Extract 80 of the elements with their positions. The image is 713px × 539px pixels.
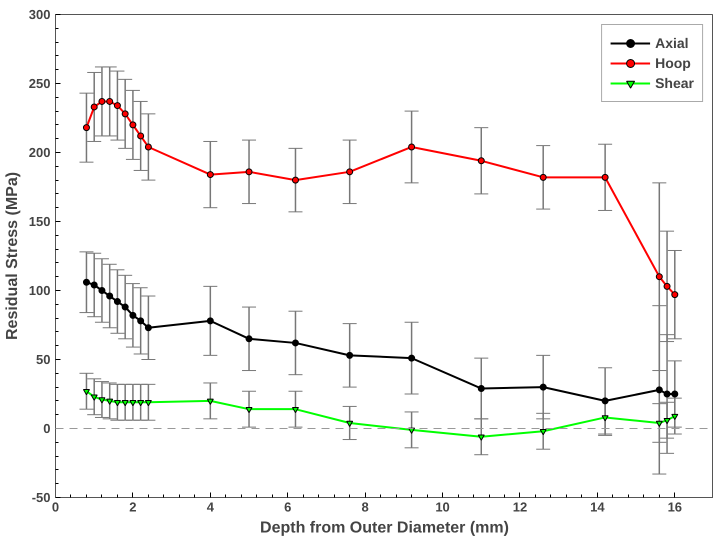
y-tick-label: 50 [36, 352, 51, 367]
point [408, 354, 416, 362]
point [346, 352, 354, 359]
point [98, 287, 106, 294]
x-axis-title: Depth from Outer Diameter (mm) [260, 520, 509, 536]
point [664, 390, 671, 398]
point [206, 317, 214, 324]
y-tick-label: 250 [28, 76, 51, 91]
point [656, 420, 663, 427]
point [144, 324, 152, 332]
point [122, 304, 129, 311]
point [246, 335, 253, 342]
point [137, 132, 144, 140]
point [129, 400, 136, 406]
point [137, 400, 144, 406]
point [540, 429, 547, 436]
point [144, 400, 152, 406]
y-tick-label: 200 [28, 145, 51, 160]
point [106, 292, 114, 300]
point [82, 278, 90, 286]
point [671, 390, 678, 398]
point [664, 418, 671, 424]
point [246, 168, 253, 176]
y-tick-label: 100 [28, 283, 51, 298]
point [246, 406, 253, 414]
x-tick-label: 8 [362, 500, 369, 514]
point [602, 174, 609, 181]
y-tick-label: 150 [28, 214, 51, 229]
y-tick-label: 300 [28, 7, 51, 22]
y-tick-label: -50 [32, 490, 51, 505]
point [664, 282, 671, 290]
point [206, 171, 214, 178]
point [292, 339, 299, 346]
point [122, 400, 129, 406]
point [90, 281, 98, 288]
point [90, 394, 98, 401]
x-tick-label: 6 [284, 500, 292, 514]
point [90, 103, 98, 110]
x-tick-label: 16 [668, 500, 682, 514]
point [656, 386, 663, 394]
point [106, 98, 114, 105]
point [671, 414, 678, 420]
legend-label: Axial [655, 35, 689, 51]
point [292, 176, 299, 184]
x-tick-label: 10 [435, 500, 450, 514]
point [144, 143, 152, 150]
y-tick-label: 0 [43, 421, 51, 436]
point [82, 389, 90, 396]
point [129, 312, 136, 319]
point [114, 298, 121, 306]
point [98, 98, 106, 105]
point [671, 291, 678, 298]
point [82, 124, 90, 132]
point [114, 400, 121, 406]
y-axis-title: Residual Stress (MPa) [4, 172, 21, 340]
x-tick-label: 2 [129, 500, 137, 514]
point [292, 406, 299, 414]
point [114, 102, 121, 110]
point [346, 168, 354, 176]
point [478, 157, 485, 164]
point [478, 434, 485, 441]
point [206, 398, 214, 405]
point [540, 174, 547, 181]
point [98, 397, 106, 404]
x-tick-label: 14 [590, 500, 606, 514]
point [137, 317, 144, 324]
point [106, 398, 114, 405]
point [656, 273, 663, 280]
legend-label: Hoop [655, 55, 691, 71]
point [602, 415, 609, 422]
point [408, 143, 416, 150]
x-tick-label: 4 [206, 500, 215, 514]
point [129, 121, 136, 128]
legend-label: Shear [655, 75, 694, 91]
point [478, 384, 485, 392]
point [602, 397, 609, 404]
point [122, 110, 129, 118]
x-tick-label: 12 [512, 500, 528, 514]
point [540, 384, 547, 391]
point [346, 420, 354, 427]
